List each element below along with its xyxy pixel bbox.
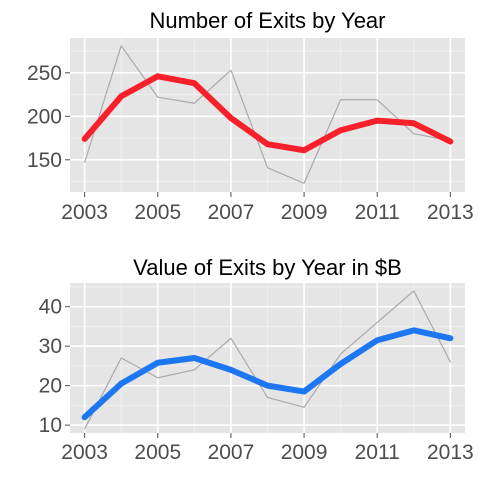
x-tick-label: 2005 bbox=[134, 441, 181, 464]
y-tick-label: 10 bbox=[39, 414, 62, 437]
y-tick-label: 250 bbox=[27, 62, 62, 85]
series-line-smoothed bbox=[81, 327, 454, 421]
chart-panel-2: 10 20 30 40 2003 2005 2007 2009 2011 2013 Value of… bbox=[39, 255, 474, 464]
chart-title: Value of Exits by Year in $B bbox=[133, 255, 402, 280]
series-line-smoothed bbox=[81, 73, 454, 154]
y-tick-label: 30 bbox=[39, 335, 62, 358]
chart-title: Number of Exits by Year bbox=[149, 8, 385, 33]
x-tick-label: 2009 bbox=[281, 201, 328, 224]
x-tick-label: 2011 bbox=[355, 201, 400, 224]
chart-panel-1: 150 200 250 2003 2005 2007 2009 2011 2013 Number … bbox=[27, 8, 474, 224]
x-tick-label: 2013 bbox=[427, 441, 474, 464]
y-tick-label: 200 bbox=[27, 105, 62, 128]
x-tick-label: 2007 bbox=[208, 441, 255, 464]
x-tick-label: 2007 bbox=[208, 201, 255, 224]
x-tick-label: 2003 bbox=[61, 441, 108, 464]
x-tick-label: 2011 bbox=[355, 441, 400, 464]
y-tick-label: 40 bbox=[39, 296, 62, 319]
x-tick-label: 2005 bbox=[134, 201, 181, 224]
y-tick-label: 20 bbox=[39, 375, 62, 398]
x-tick-label: 2003 bbox=[61, 201, 108, 224]
y-tick-label: 150 bbox=[27, 149, 62, 172]
x-tick-label: 2013 bbox=[427, 201, 474, 224]
x-tick-label: 2009 bbox=[281, 441, 328, 464]
